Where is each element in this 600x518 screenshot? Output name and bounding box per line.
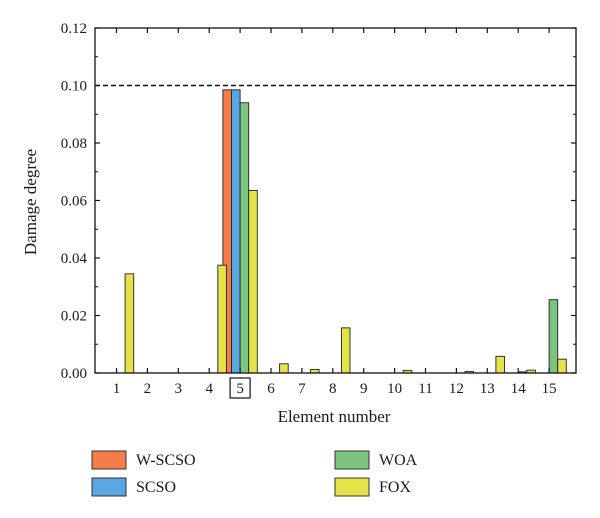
legend-label: WOA <box>379 452 418 469</box>
y-tick-label: 0.06 <box>61 194 88 210</box>
legend-label: SCSO <box>136 479 176 496</box>
y-axis-title: Damage degree <box>21 149 40 255</box>
highlight-box <box>229 377 251 399</box>
x-axis-title: Element number <box>278 407 391 426</box>
x-tick-label-8: 8 <box>329 381 337 397</box>
bar-fox-6 <box>279 363 289 374</box>
bar-fox-4 <box>217 264 227 374</box>
x-tick-label-2: 2 <box>144 381 152 397</box>
x-tick-label-1: 1 <box>113 381 121 397</box>
plot-frame <box>94 27 577 374</box>
x-tick-label-7: 7 <box>298 381 306 397</box>
y-tick-label: 0.08 <box>61 136 87 152</box>
legend-swatch <box>334 450 370 470</box>
legend-item-scso: SCSO <box>91 477 176 497</box>
legend-label: W-SCSO <box>136 452 196 469</box>
bar-fox-5 <box>248 189 258 374</box>
y-tick-label: 0.12 <box>61 21 87 37</box>
legend-item-fox: FOX <box>334 477 411 497</box>
x-tick-label-3: 3 <box>175 381 183 397</box>
legend-item-woa: WOA <box>334 450 418 470</box>
legend-item-w-scso: W-SCSO <box>91 450 196 470</box>
x-tick-label-12: 12 <box>449 381 464 397</box>
legend-swatch <box>91 477 127 497</box>
bar-fox-1 <box>124 273 135 374</box>
x-tick-label-13: 13 <box>480 381 495 397</box>
x-tick-label-14: 14 <box>511 381 527 397</box>
y-tick-label: 0.02 <box>61 309 87 325</box>
x-tick-label-6: 6 <box>267 381 275 397</box>
y-tick-label: 0.04 <box>61 251 88 267</box>
x-tick-label-5: 5 <box>236 381 244 397</box>
legend-swatch <box>91 450 127 470</box>
legend-label: FOX <box>379 479 411 496</box>
bar-scso-5 <box>231 89 241 374</box>
bar-woa-15 <box>548 299 559 374</box>
legend-swatch <box>334 477 370 497</box>
bar-woa-5 <box>239 102 250 374</box>
bar-fox-8 <box>340 327 351 374</box>
legend: W-SCSO SCSO WOA FOX <box>91 450 418 497</box>
x-tick-label-4: 4 <box>205 381 213 397</box>
plot-layer: 0.000.020.040.060.080.100.121 2 3 4 5 6 7 8 9 10 1… <box>61 21 577 399</box>
x-tick-label-9: 9 <box>360 381 368 397</box>
y-tick-label: 0.10 <box>61 79 87 95</box>
x-tick-label-10: 10 <box>387 381 402 397</box>
x-tick-label-11: 11 <box>418 381 432 397</box>
x-tick-label-15: 15 <box>542 381 557 397</box>
bar-fox-15 <box>557 358 567 374</box>
bar-fox-13 <box>495 355 505 374</box>
y-tick-label: 0.00 <box>61 366 87 382</box>
